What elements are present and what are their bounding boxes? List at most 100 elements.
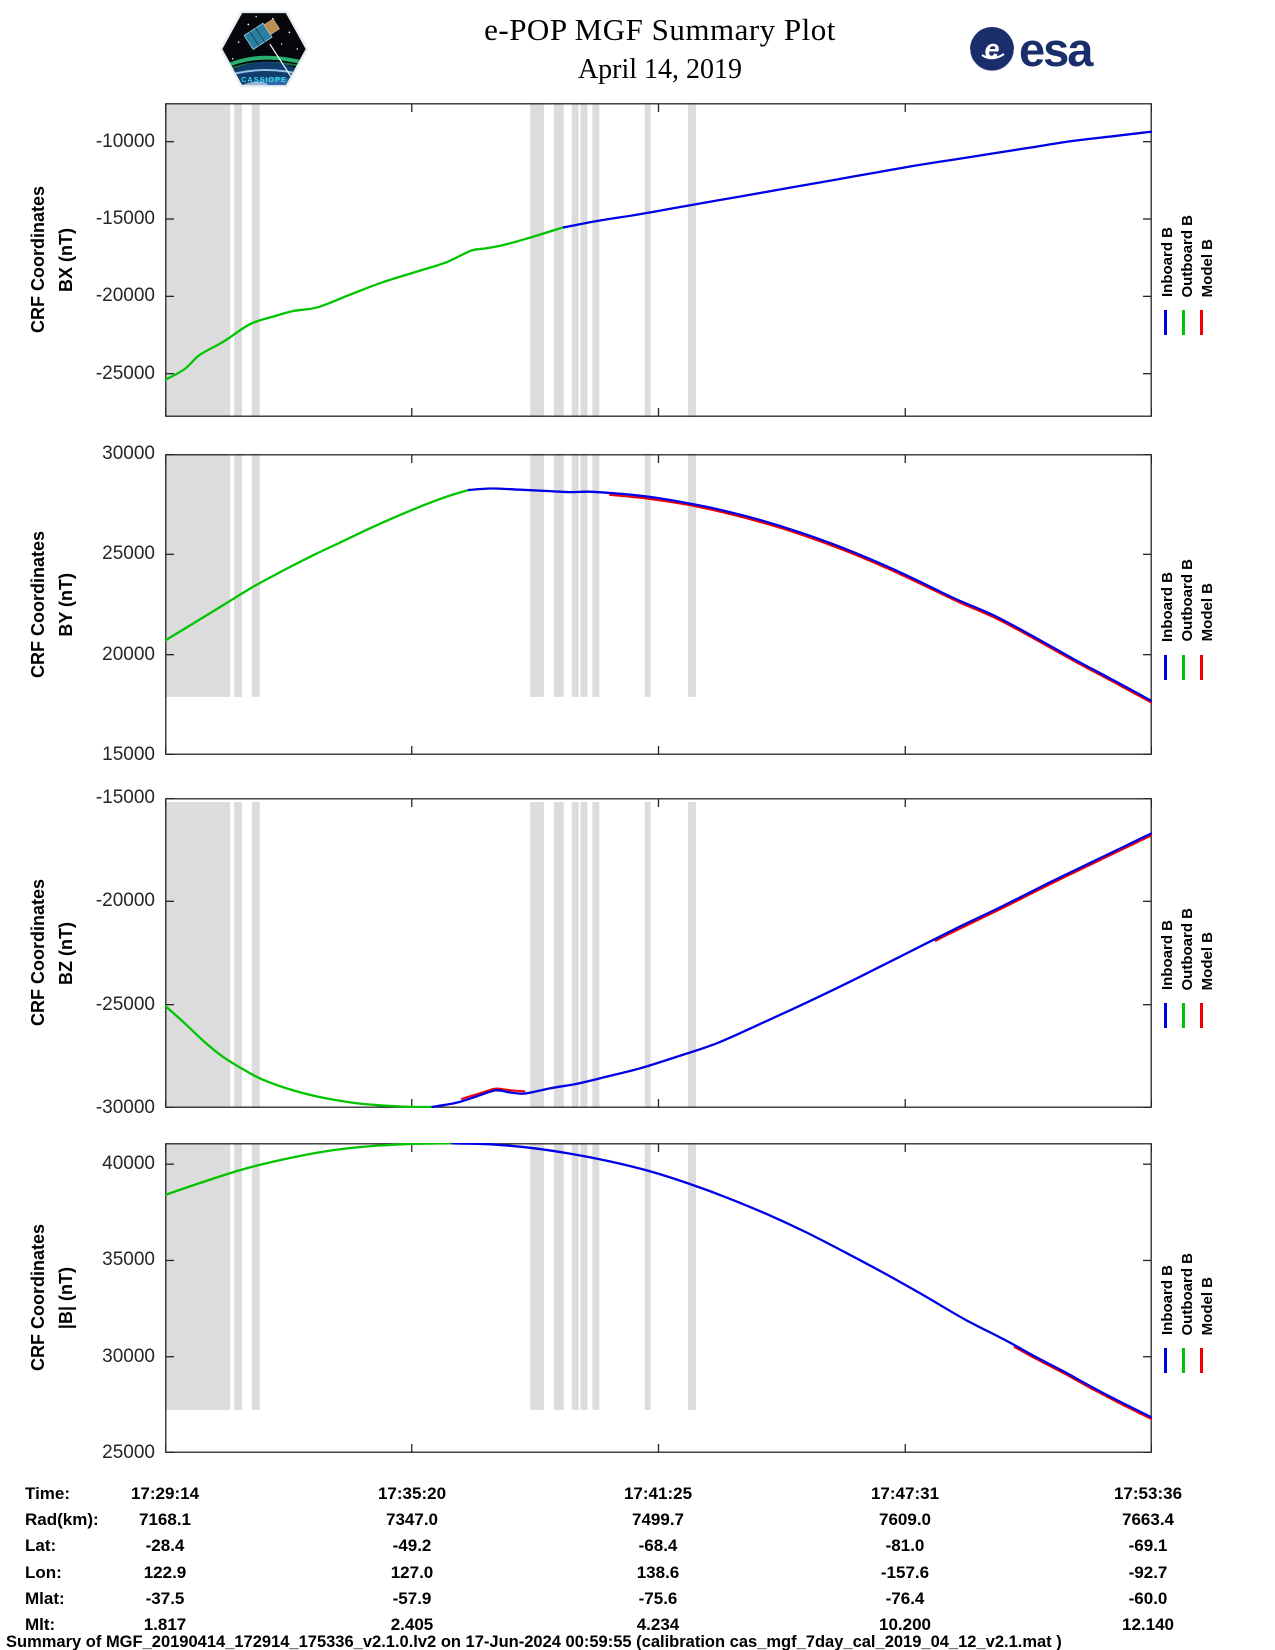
y-tick-label: 35000 xyxy=(102,1249,155,1271)
table-cell: 1.817 xyxy=(143,1615,187,1634)
table-cell: 7609.0 xyxy=(879,1510,931,1530)
table-cell: 17:53:36 xyxy=(1113,1484,1183,1503)
legend-label: Model B xyxy=(1199,238,1216,297)
data-gap-band xyxy=(580,103,588,417)
legend-key-line xyxy=(1200,1348,1203,1373)
table-cell: 138.6 xyxy=(636,1562,680,1582)
table-cell: -76.4 xyxy=(885,1588,925,1608)
legend-label: Outboard B xyxy=(1179,214,1196,298)
table-row-label: Mlt: xyxy=(25,1615,56,1634)
legend-key-line xyxy=(1200,310,1203,335)
y-tick-label: 30000 xyxy=(102,443,155,464)
table-row: Mlat: -37.5 -57.9 -75.6 -76.4 -60.0 xyxy=(0,1589,1275,1613)
table-row: Mlt: 1.817 2.405 4.234 10.200 12.140 xyxy=(0,1615,1275,1639)
esa-logo-text: esa xyxy=(1019,22,1093,76)
data-gap-band xyxy=(592,1143,600,1410)
table-cell: 7168.1 xyxy=(139,1510,191,1530)
data-gap-band xyxy=(571,802,579,1108)
outboard-b-line xyxy=(165,226,564,381)
table-cell: 2.405 xyxy=(390,1615,434,1634)
data-gap-band xyxy=(251,1143,260,1410)
y-tick-label: -25000 xyxy=(95,362,155,384)
y-tick-labels: -30000 -25000 -20000 -15000 xyxy=(48,787,155,1118)
ephemeris-table: Time: 17:29:14 17:35:20 17:41:25 17:47:31 17:… xyxy=(0,1484,1275,1646)
legend-by: Inboard B Outboard B Model B xyxy=(1159,510,1239,680)
inboard-b-line xyxy=(467,487,1152,703)
data-gap-band xyxy=(530,1143,545,1410)
legend-label: Outboard B xyxy=(1179,1252,1196,1336)
svg-text:e: e xyxy=(984,34,999,64)
y-tick-label: 20000 xyxy=(102,643,155,665)
table-cell: -69.1 xyxy=(1128,1536,1168,1556)
legend-key-line xyxy=(1182,654,1185,680)
table-cell: 17:35:20 xyxy=(377,1484,447,1503)
data-gap-band xyxy=(553,1143,564,1410)
table-cell: -49.2 xyxy=(392,1536,432,1556)
legend-label: Inboard B xyxy=(1159,1265,1176,1335)
legend-key-line xyxy=(1164,1348,1167,1373)
legend-bmag: Inboard B Outboard B Model B xyxy=(1159,1203,1239,1373)
table-row: Lon: 122.9 127.0 138.6 -157.6 -92.7 xyxy=(0,1563,1275,1587)
legend-label: Model B xyxy=(1199,1276,1216,1335)
model-b-line xyxy=(1013,1345,1152,1421)
table-cell: -81.0 xyxy=(885,1536,925,1556)
table-cell: 10.200 xyxy=(879,1615,931,1634)
table-row-label: Lon: xyxy=(25,1562,62,1582)
legend-label: Outboard B xyxy=(1179,907,1196,991)
table-cell: 4.234 xyxy=(636,1615,680,1634)
legend-label: Inboard B xyxy=(1159,227,1176,297)
table-cell: 17:47:31 xyxy=(870,1484,940,1503)
esa-logo: e esa xyxy=(968,22,1093,76)
plot-area-by xyxy=(165,454,1152,755)
table-cell: 7663.4 xyxy=(1122,1510,1174,1530)
data-gap-band xyxy=(580,802,588,1108)
table-row: Lat: -28.4 -49.2 -68.4 -81.0 -69.1 xyxy=(0,1536,1275,1560)
data-gap-band xyxy=(580,1143,588,1410)
y-tick-label: 30000 xyxy=(102,1345,155,1367)
table-cell: 7347.0 xyxy=(386,1510,438,1530)
legend-label: Inboard B xyxy=(1159,571,1176,642)
cassiope-mission-patch-icon: CASSIOPE xyxy=(219,10,309,88)
legend-key-line xyxy=(1164,1003,1167,1028)
table-cell: 7499.7 xyxy=(632,1510,684,1530)
legend-label: Outboard B xyxy=(1179,559,1196,642)
data-gap-band xyxy=(553,802,564,1108)
data-gap-band xyxy=(234,802,242,1108)
data-gap-band xyxy=(553,103,564,417)
data-gap-band xyxy=(580,454,588,697)
table-cell: 12.140 xyxy=(1122,1615,1174,1634)
data-gap-band xyxy=(165,454,231,697)
panel-bx: CRF Coordinates BX (nT) -25000 -20000 -150… xyxy=(0,103,1275,417)
data-gap-band xyxy=(644,454,651,697)
data-gap-band xyxy=(688,1143,697,1410)
table-cell: -28.4 xyxy=(145,1536,185,1556)
plot-area-bmag xyxy=(165,1143,1152,1453)
data-gap-band xyxy=(530,454,545,697)
y-tick-label: -15000 xyxy=(95,787,155,808)
y-tick-label: 25000 xyxy=(102,543,155,565)
axes-border xyxy=(165,798,1152,1108)
data-gap-band xyxy=(571,1143,579,1410)
table-row: Time: 17:29:14 17:35:20 17:41:25 17:47:31 17:… xyxy=(0,1484,1275,1508)
data-gap-band xyxy=(251,103,260,417)
legend-key-line xyxy=(1182,1348,1185,1373)
esa-globe-icon: e xyxy=(969,25,1015,72)
page-title: e-POP MGF Summary Plot xyxy=(484,12,836,47)
data-gap-band xyxy=(592,103,600,417)
data-gap-band xyxy=(165,802,231,1108)
outboard-b-line xyxy=(165,1143,452,1197)
y-tick-label: -25000 xyxy=(95,993,155,1015)
data-gap-band xyxy=(644,802,651,1108)
data-gap-band xyxy=(234,103,242,417)
data-gap-band xyxy=(530,802,545,1108)
plot-area-bz xyxy=(165,798,1152,1108)
inboard-b-line xyxy=(562,130,1152,229)
legend-key-line xyxy=(1182,310,1185,335)
axes-border xyxy=(165,1143,1152,1453)
y-tick-label: -10000 xyxy=(95,130,155,152)
legend-key-line xyxy=(1200,654,1203,680)
axes-border xyxy=(165,454,1152,755)
model-b-line xyxy=(460,1087,526,1101)
data-gap-band xyxy=(571,454,579,697)
table-cell: -37.5 xyxy=(145,1588,185,1608)
